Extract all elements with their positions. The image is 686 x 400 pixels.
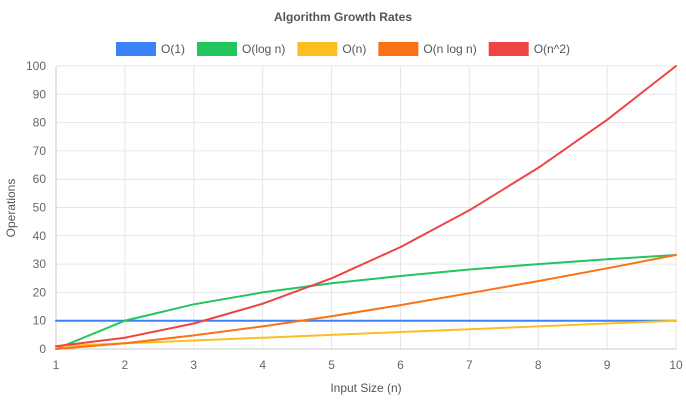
legend-label: O(1) — [161, 42, 185, 56]
series-line-o-n — [55, 319, 677, 348]
y-tick-label: 40 — [33, 229, 47, 243]
chart-title: Algorithm Growth Rates — [274, 10, 412, 24]
legend-label: O(log n) — [242, 42, 285, 56]
y-tick-label: 70 — [33, 144, 47, 158]
legend-swatch — [378, 42, 419, 56]
legend-swatch — [196, 42, 237, 56]
y-tick-label: 20 — [33, 285, 47, 299]
x-tick-label: 4 — [259, 358, 266, 372]
x-tick-label: 7 — [466, 358, 473, 372]
series-line-o-log-n — [55, 254, 677, 350]
y-tick-label: 50 — [33, 201, 47, 215]
legend-swatch — [115, 42, 156, 56]
legend-label: O(n) — [342, 42, 366, 56]
x-axis-title: Input Size (n) — [330, 381, 401, 395]
legend-label: O(n^2) — [534, 42, 570, 56]
x-tick-label: 2 — [122, 358, 129, 372]
y-tick-label: 10 — [33, 314, 47, 328]
y-tick-label: 0 — [39, 342, 46, 356]
x-tick-label: 3 — [190, 358, 197, 372]
x-tick-label: 10 — [669, 358, 683, 372]
x-tick-label: 9 — [604, 358, 611, 372]
y-tick-label: 60 — [33, 172, 47, 186]
x-tick-label: 6 — [397, 358, 404, 372]
legend-item-o-log-n[interactable]: O(log n) — [196, 42, 285, 56]
x-tick-label: 8 — [535, 358, 542, 372]
legend[interactable]: O(1) O(log n) O(n) O(n log n) O(n^2) — [115, 42, 570, 56]
y-tick-label: 90 — [33, 87, 47, 101]
legend-item-o-n[interactable]: O(n) — [297, 42, 366, 56]
x-tick-label: 5 — [328, 358, 335, 372]
series-line-o-n-2 — [55, 65, 677, 348]
x-tick-label: 1 — [53, 358, 60, 372]
legend-item-o-n-2[interactable]: O(n^2) — [488, 42, 570, 56]
grid-layer — [55, 65, 677, 350]
legend-item-o-n-log-n[interactable]: O(n log n) — [378, 42, 477, 56]
legend-swatch — [488, 42, 529, 56]
series-line-o-n-log-n — [55, 254, 677, 350]
y-tick-label: 100 — [26, 59, 46, 73]
series-layer — [55, 65, 677, 350]
axes: 0 10 20 30 40 50 60 70 80 90 100 1 2 3 4 5 6 7 8 9 10 — [26, 59, 683, 372]
legend-item-o-1[interactable]: O(1) — [115, 42, 185, 56]
y-tick-label: 80 — [33, 116, 47, 130]
legend-swatch — [297, 42, 338, 56]
legend-label: O(n log n) — [423, 42, 476, 56]
y-axis-title: Operations — [4, 179, 18, 238]
y-tick-label: 30 — [33, 257, 47, 271]
